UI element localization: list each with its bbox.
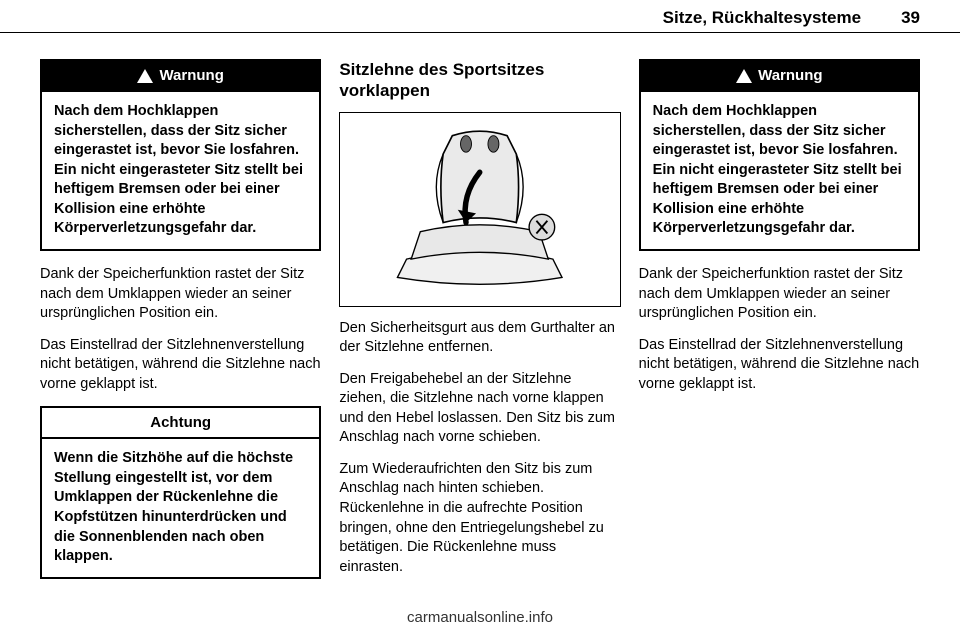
col1-para1: Dank der Speicherfunktion rastet der Sit…: [40, 265, 321, 324]
seat-illustration: [339, 112, 620, 307]
section-title: Sitzlehne des Sportsitzes vorklappen: [339, 59, 620, 102]
footer-url: carmanualsonline.info: [407, 609, 553, 626]
col3-para1: Dank der Speicherfunktion rastet der Sit…: [639, 265, 920, 324]
warning-box-2: Warnung Nach dem Hochklappen sicherstell…: [639, 59, 920, 251]
warning-body: Nach dem Hochklappen sicherstellen, dass…: [42, 92, 319, 249]
col2-para2: Den Freigabehebel an der Sitzlehne ziehe…: [339, 370, 620, 448]
col1-para2: Das Einstellrad der Sitzlehnenverstellun…: [40, 336, 321, 395]
caution-label: Achtung: [150, 414, 211, 431]
column-3: Warnung Nach dem Hochklappen sicherstell…: [639, 59, 920, 593]
warning-header: Warnung: [42, 61, 319, 92]
caution-header: Achtung: [42, 408, 319, 439]
col2-para1: Den Sicherheitsgurt aus dem Gurthalter a…: [339, 319, 620, 358]
content-columns: Warnung Nach dem Hochklappen sicherstell…: [0, 33, 960, 593]
col3-para2: Das Einstellrad der Sitzlehnenverstellun…: [639, 336, 920, 395]
warning-box-1: Warnung Nach dem Hochklappen sicherstell…: [40, 59, 321, 251]
warning-body-2: Nach dem Hochklappen sicherstellen, dass…: [641, 92, 918, 249]
seat-diagram-svg: [368, 122, 591, 296]
column-2: Sitzlehne des Sportsitzes vorklappen: [339, 59, 620, 593]
column-1: Warnung Nach dem Hochklappen sicherstell…: [40, 59, 321, 593]
manual-page: Sitze, Rückhaltesysteme 39 Warnung Nach …: [0, 0, 960, 642]
col2-para3: Zum Wiederaufrichten den Sitz bis zum An…: [339, 460, 620, 577]
warning-triangle-icon: [736, 69, 752, 83]
chapter-title: Sitze, Rückhaltesysteme: [663, 8, 861, 28]
caution-box: Achtung Wenn die Sitzhöhe auf die höchst…: [40, 406, 321, 578]
page-header: Sitze, Rückhaltesysteme 39: [0, 0, 960, 33]
caution-body: Wenn die Sitzhöhe auf die höchste Stellu…: [42, 439, 319, 576]
warning-label: Warnung: [159, 67, 223, 84]
page-number: 39: [901, 8, 920, 28]
warning-triangle-icon: [137, 69, 153, 83]
warning-header-2: Warnung: [641, 61, 918, 92]
warning-label-2: Warnung: [758, 67, 822, 84]
